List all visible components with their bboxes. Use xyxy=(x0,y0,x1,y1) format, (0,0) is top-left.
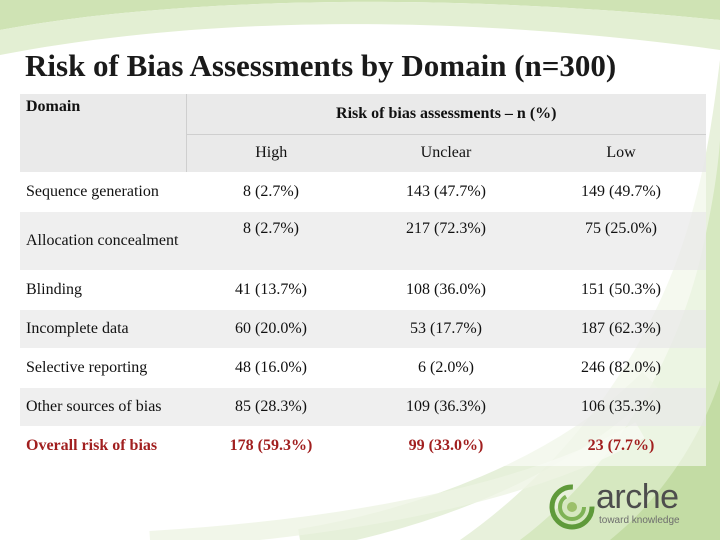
row-domain: Other sources of bias xyxy=(26,397,162,415)
column-header-unclear: Unclear xyxy=(420,144,472,162)
arche-swirl-icon xyxy=(549,484,595,530)
cell-low: 151 (50.3%) xyxy=(581,281,661,298)
cell-high: 41 (13.7%) xyxy=(235,281,307,298)
row-domain: Incomplete data xyxy=(26,319,129,337)
table-row-overall: Overall risk of bias 178 (59.3%) 99 (33.… xyxy=(20,426,706,466)
table-header-row: Domain Risk of bias assessments – n (%) xyxy=(20,94,706,172)
cell-unclear: 99 (33.0%) xyxy=(408,437,484,454)
cell-low: 75 (25.0%) xyxy=(585,220,657,237)
table-row: Sequence generation 8 (2.7%) 143 (47.7%)… xyxy=(20,172,706,212)
logo-wordmark: arche xyxy=(596,478,679,516)
cell-high: 8 (2.7%) xyxy=(243,183,299,200)
cell-unclear: 53 (17.7%) xyxy=(410,320,482,337)
cell-unclear: 143 (47.7%) xyxy=(406,183,486,200)
row-domain: Selective reporting xyxy=(26,358,148,376)
risk-of-bias-table: Domain Risk of bias assessments – n (%) … xyxy=(20,94,706,466)
cell-low: 187 (62.3%) xyxy=(581,320,661,337)
table-row: Incomplete data 60 (20.0%) 53 (17.7%) 18… xyxy=(20,310,706,348)
cell-high: 178 (59.3%) xyxy=(229,437,313,454)
cell-high: 48 (16.0%) xyxy=(235,359,307,376)
table-row: Other sources of bias 85 (28.3%) 109 (36… xyxy=(20,388,706,426)
cell-low: 246 (82.0%) xyxy=(581,359,661,376)
cell-low: 149 (49.7%) xyxy=(581,183,661,200)
row-domain: Sequence generation xyxy=(26,182,159,200)
cell-unclear: 109 (36.3%) xyxy=(406,398,486,415)
table-row: Selective reporting 48 (16.0%) 6 (2.0%) … xyxy=(20,348,706,388)
arche-logo: arche toward knowledge xyxy=(549,478,709,530)
row-domain: Blinding xyxy=(26,280,83,298)
cell-unclear: 217 (72.3%) xyxy=(406,220,486,237)
cell-unclear: 6 (2.0%) xyxy=(418,359,474,376)
group-header: Risk of bias assessments – n (%) xyxy=(186,94,706,135)
cell-low: 23 (7.7%) xyxy=(587,437,655,454)
row-domain: Allocation concealment xyxy=(26,231,179,249)
column-header-low: Low xyxy=(606,144,636,162)
cell-unclear: 108 (36.0%) xyxy=(406,281,486,298)
domain-header: Domain xyxy=(20,94,187,172)
column-header-high: High xyxy=(255,144,288,162)
slide-title: Risk of Bias Assessments by Domain (n=30… xyxy=(25,48,617,83)
row-domain: Overall risk of bias xyxy=(26,436,158,454)
cell-high: 8 (2.7%) xyxy=(243,220,299,237)
cell-low: 106 (35.3%) xyxy=(581,398,661,415)
table-row: Allocation concealment 8 (2.7%) 217 (72.… xyxy=(20,212,706,270)
cell-high: 85 (28.3%) xyxy=(235,398,307,415)
cell-high: 60 (20.0%) xyxy=(235,320,307,337)
logo-tagline: toward knowledge xyxy=(599,515,680,526)
table-row: Blinding 41 (13.7%) 108 (36.0%) 151 (50.… xyxy=(20,270,706,310)
